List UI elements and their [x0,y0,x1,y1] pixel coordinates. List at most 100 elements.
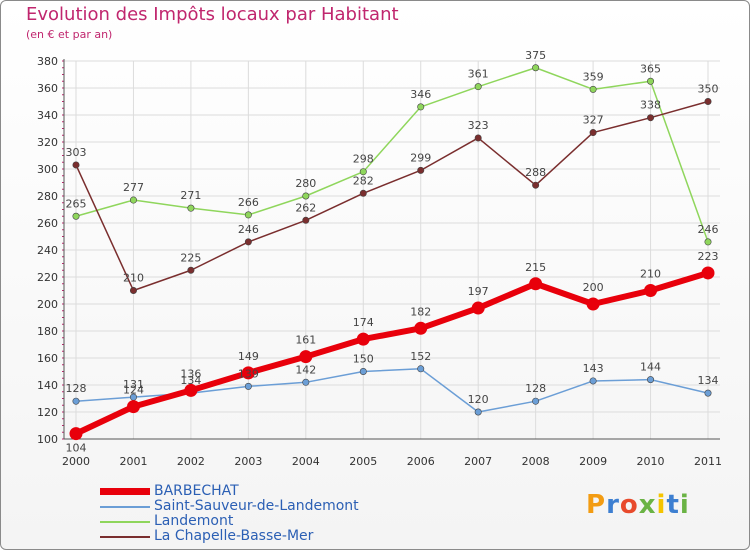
y-tick-label-380: 380 [37,55,58,68]
data-label-saint-sauveur-de-landemont: 120 [468,393,489,406]
legend-label-landemont: Landemont [154,513,234,529]
data-point-la-chapelle-basse-mer [589,129,597,137]
data-label-landemont: 280 [295,177,316,190]
legend-swatch-saint-sauveur [100,506,150,508]
y-tick-label-160: 160 [37,352,58,365]
data-point-barbechat [529,277,543,291]
series-line-barbechat [74,270,709,437]
legend-swatch-landemont [100,521,150,523]
data-point-landemont [244,211,252,219]
y-tick-label-240: 240 [37,244,58,257]
data-point-barbechat [414,321,428,335]
data-label-la-chapelle-basse-mer: 299 [410,151,431,164]
y-tick-label-200: 200 [37,298,58,311]
data-label-la-chapelle-basse-mer: 225 [180,251,201,264]
data-point-la-chapelle-basse-mer [129,286,137,294]
data-point-landemont [589,85,597,93]
data-point-landemont [704,238,712,246]
data-label-la-chapelle-basse-mer: 288 [525,166,546,179]
logo-letter: r [606,490,620,520]
x-tick-label-2005: 2005 [349,455,377,468]
y-tick-label-100: 100 [37,433,58,446]
data-label-la-chapelle-basse-mer: 210 [123,272,144,285]
data-point-landemont [417,103,425,111]
data-label-landemont: 277 [123,181,144,194]
data-point-landemont [129,196,137,204]
data-point-barbechat [299,350,313,364]
data-label-landemont: 361 [468,68,489,81]
y-tick-label-180: 180 [37,325,58,338]
data-label-barbechat: 200 [583,281,604,294]
x-tick-label-2011: 2011 [694,455,722,468]
y-tick-label-140: 140 [37,379,58,392]
data-point-landemont [359,168,367,176]
data-label-barbechat: 149 [238,350,259,363]
data-point-la-chapelle-basse-mer [474,134,482,142]
legend-label-la-chapelle: La Chapelle-Basse-Mer [154,528,314,544]
logo-letter: i [679,490,690,520]
data-point-la-chapelle-basse-mer [244,238,252,246]
data-point-saint-sauveur-de-landemont [359,367,367,375]
data-label-la-chapelle-basse-mer: 323 [468,119,489,132]
proxiti-logo: Proxiti [586,490,690,520]
x-tick-label-2006: 2006 [407,455,435,468]
logo-letter: t [666,490,680,520]
data-label-landemont: 246 [698,223,719,236]
data-point-saint-sauveur-de-landemont [532,397,540,405]
y-tick-label-220: 220 [37,271,58,284]
y-tick-label-280: 280 [37,190,58,203]
x-tick-label-2002: 2002 [177,455,205,468]
data-point-la-chapelle-basse-mer [187,266,195,274]
data-label-landemont: 266 [238,196,259,209]
legend-label-barbechat: BARBECHAT [154,483,239,499]
data-point-saint-sauveur-de-landemont [302,378,310,386]
data-label-landemont: 365 [640,62,661,75]
x-tick-label-2000: 2000 [62,455,90,468]
logo-letter: P [586,490,607,520]
data-label-barbechat: 215 [525,261,546,274]
data-point-saint-sauveur-de-landemont [589,377,597,385]
data-point-barbechat [356,332,370,346]
data-point-barbechat [241,366,255,380]
data-point-barbechat [701,266,715,280]
legend-swatch-la-chapelle [100,536,150,538]
data-label-saint-sauveur-de-landemont: 128 [525,382,546,395]
data-point-la-chapelle-basse-mer [359,189,367,197]
data-label-landemont: 271 [180,189,201,202]
data-label-la-chapelle-basse-mer: 350 [698,83,719,96]
data-point-barbechat [586,297,600,311]
data-point-barbechat [471,301,485,315]
data-label-barbechat: 197 [468,285,489,298]
data-label-landemont: 298 [353,153,374,166]
data-label-barbechat: 210 [640,268,661,281]
data-label-barbechat: 104 [66,442,87,455]
data-label-la-chapelle-basse-mer: 303 [66,146,87,159]
data-point-barbechat [644,284,658,297]
data-point-la-chapelle-basse-mer [532,181,540,189]
data-point-la-chapelle-basse-mer [302,216,310,224]
data-point-saint-sauveur-de-landemont [72,397,80,405]
chart-subtitle: (en € et par an) [26,28,113,41]
data-point-landemont [302,192,310,200]
y-tick-label-260: 260 [37,217,58,230]
logo-letter: o [619,490,639,520]
data-point-la-chapelle-basse-mer [417,166,425,174]
data-point-barbechat [126,400,140,414]
y-tick-label-360: 360 [37,82,58,95]
data-point-barbechat [69,427,83,441]
x-tick-label-2001: 2001 [119,455,147,468]
data-label-landemont: 375 [525,49,546,62]
data-label-barbechat: 161 [295,334,316,347]
series-line-saint-sauveur-de-landemont [75,368,709,413]
data-label-barbechat: 223 [698,250,719,263]
data-point-saint-sauveur-de-landemont [647,376,655,384]
data-label-saint-sauveur-de-landemont: 150 [353,353,374,366]
data-point-la-chapelle-basse-mer [704,98,712,106]
data-label-saint-sauveur-de-landemont: 152 [410,350,431,363]
logo-letter: x [638,490,657,520]
data-label-saint-sauveur-de-landemont: 131 [123,378,144,391]
x-tick-label-2003: 2003 [234,455,262,468]
x-tick-label-2009: 2009 [579,455,607,468]
